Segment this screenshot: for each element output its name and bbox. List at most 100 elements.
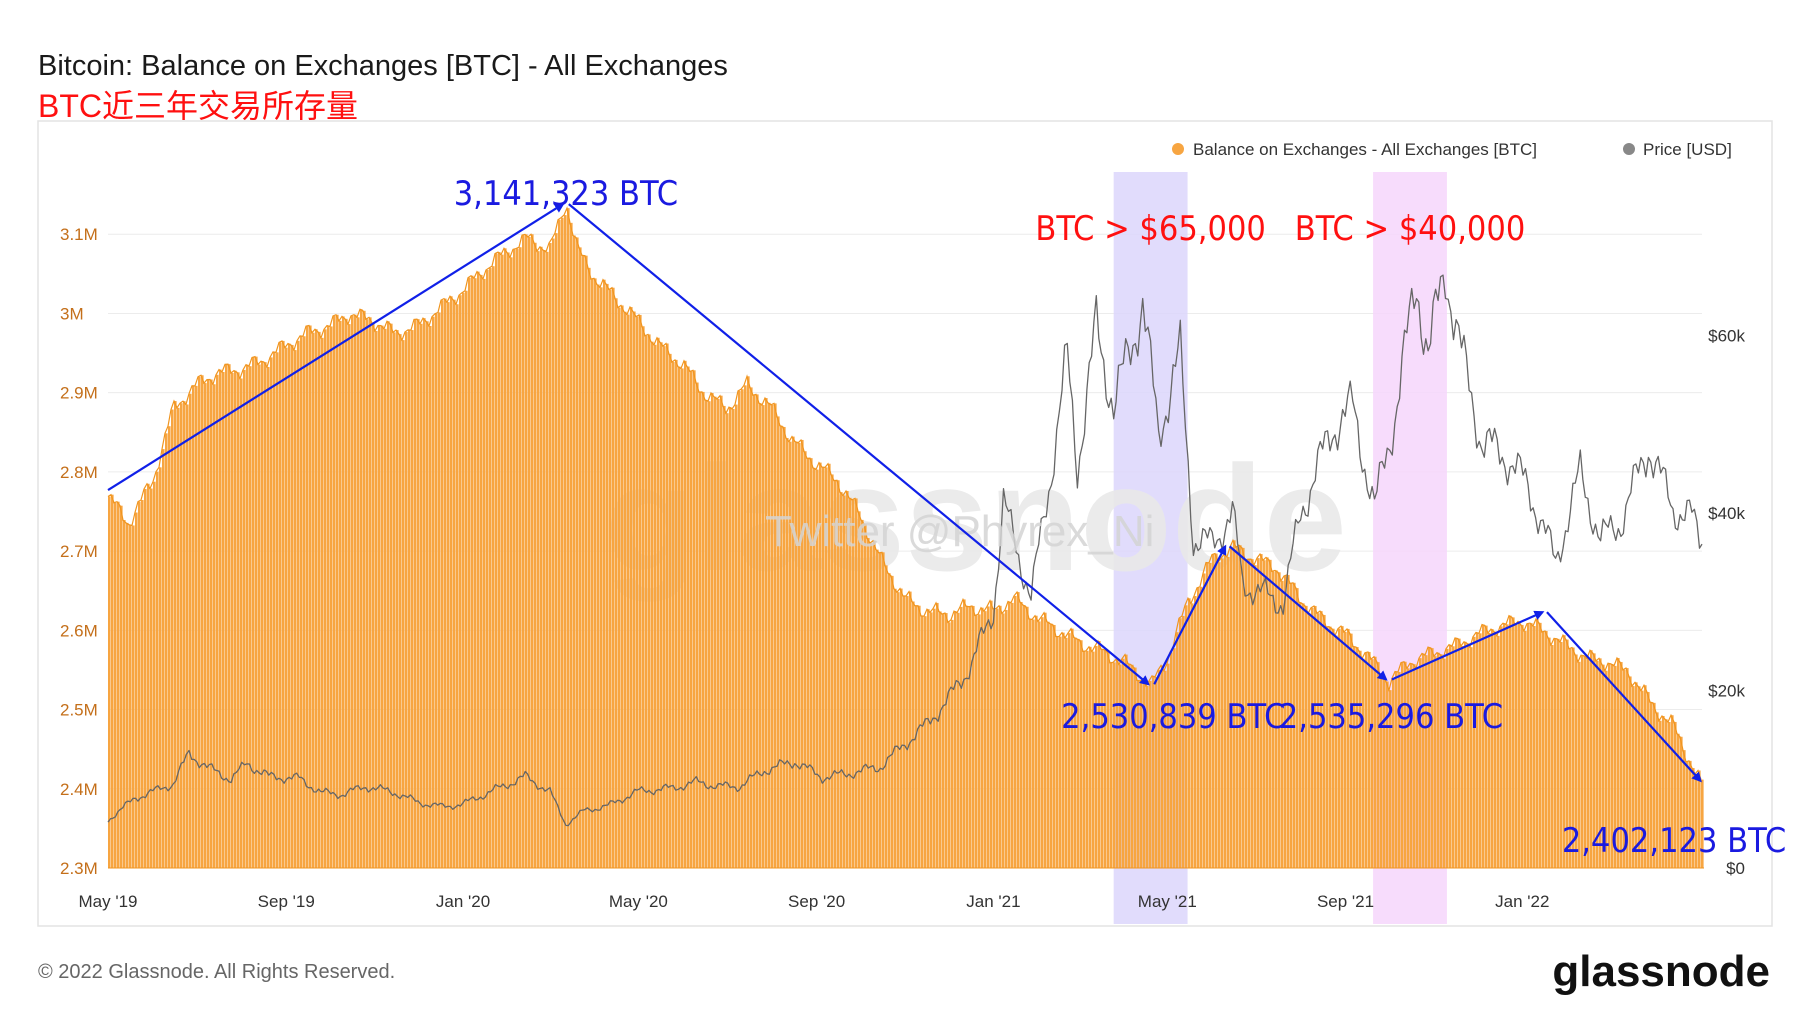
- balance-bar: [237, 372, 240, 868]
- balance-bar: [615, 298, 618, 868]
- balance-bar: [795, 441, 798, 868]
- balance-bar: [807, 458, 810, 868]
- balance-bar: [639, 314, 642, 869]
- balance-bar: [579, 247, 582, 868]
- y-left-tick-label: 2.3M: [60, 859, 98, 878]
- value-annotation: 2,530,839 BTC: [1061, 697, 1285, 737]
- balance-bar: [1212, 554, 1215, 868]
- balance-bar: [1644, 685, 1647, 868]
- balance-bar: [801, 439, 804, 868]
- balance-bar: [438, 312, 441, 869]
- balance-bar: [666, 343, 669, 868]
- balance-bar: [1323, 614, 1326, 868]
- chart-subtitle-cn: BTC近三年交易所存量: [38, 88, 358, 124]
- balance-bar: [1302, 603, 1305, 868]
- balance-bar: [324, 329, 327, 868]
- balance-bar: [1305, 605, 1308, 868]
- highlight-label: BTC > $65,000: [1035, 209, 1266, 249]
- balance-bar: [333, 315, 336, 868]
- balance-bar: [660, 342, 663, 869]
- legend: Balance on Exchanges - All Exchanges [BT…: [1172, 140, 1732, 159]
- balance-bar: [1449, 644, 1452, 868]
- balance-bar: [870, 543, 873, 868]
- balance-bar: [525, 234, 528, 869]
- balance-bar: [1185, 605, 1188, 868]
- balance-bar: [198, 376, 201, 868]
- balance-bar: [603, 279, 606, 868]
- balance-bar: [1365, 652, 1368, 868]
- balance-bar: [678, 366, 681, 868]
- y-left-tick-label: 3.1M: [60, 225, 98, 244]
- balance-bar: [285, 347, 288, 869]
- balance-bar: [372, 322, 375, 868]
- balance-bar: [879, 552, 882, 868]
- balance-bar: [873, 540, 876, 868]
- balance-bar: [669, 353, 672, 868]
- balance-bar: [978, 614, 981, 868]
- balance-bar: [351, 315, 354, 868]
- balance-bar: [1254, 565, 1257, 868]
- balance-bar: [273, 351, 276, 868]
- balance-bar: [510, 257, 513, 868]
- balance-bar: [816, 469, 819, 868]
- balance-bar: [720, 395, 723, 868]
- balance-bar: [1233, 540, 1236, 868]
- balance-bar: [387, 321, 390, 868]
- balance-bar: [1446, 648, 1449, 868]
- balance-bar: [1230, 546, 1233, 868]
- balance-bar: [1101, 649, 1104, 868]
- balance-bar: [501, 254, 504, 869]
- balance-bar: [240, 378, 243, 868]
- y-left-tick-label: 3M: [60, 304, 84, 323]
- balance-bar: [609, 289, 612, 869]
- balance-bar: [1428, 647, 1431, 868]
- balance-bar: [987, 606, 990, 868]
- balance-bar: [390, 323, 393, 869]
- balance-bar: [969, 606, 972, 868]
- balance-bar: [159, 467, 162, 868]
- balance-bar: [1083, 651, 1086, 868]
- balance-bar: [600, 287, 603, 868]
- balance-bar: [1476, 632, 1479, 868]
- balance-bar: [1170, 652, 1173, 868]
- balance-bar: [222, 371, 225, 868]
- balance-bar: [483, 278, 486, 868]
- balance-bar: [378, 325, 381, 868]
- balance-bar: [771, 404, 774, 868]
- balance-bar: [405, 332, 408, 868]
- balance-bar: [1629, 676, 1632, 868]
- balance-bar: [1662, 715, 1665, 868]
- balance-bar: [339, 320, 342, 868]
- balance-bar: [1557, 638, 1560, 868]
- y-left-tick-label: 2.6M: [60, 621, 98, 640]
- balance-bar: [1467, 643, 1470, 868]
- balance-bar: [1602, 664, 1605, 868]
- balance-bar: [468, 277, 471, 868]
- balance-bar: [474, 278, 477, 868]
- balance-bar: [621, 305, 624, 869]
- balance-bar: [1116, 659, 1119, 868]
- balance-bar: [1065, 637, 1068, 868]
- balance-bar: [1119, 664, 1122, 868]
- balance-bar: [558, 219, 561, 869]
- balance-bar: [1482, 624, 1485, 868]
- balance-bar: [228, 364, 231, 868]
- balance-bar: [1530, 623, 1533, 868]
- balance-bar: [462, 292, 465, 868]
- balance-bar: [1485, 625, 1488, 868]
- balance-bar: [132, 525, 135, 868]
- y-left-tick-label: 2.5M: [60, 701, 98, 720]
- balance-bar: [1176, 632, 1179, 868]
- balance-bar: [648, 334, 651, 868]
- balance-bar: [1317, 613, 1320, 868]
- x-tick-label: Sep '21: [1317, 892, 1374, 911]
- balance-bar: [429, 325, 432, 868]
- balance-bar: [738, 390, 741, 868]
- balance-bar: [1461, 645, 1464, 868]
- y-right-tick-label: $40k: [1708, 504, 1745, 523]
- balance-bar: [1332, 628, 1335, 868]
- balance-bar: [735, 404, 738, 868]
- balance-bar: [1404, 661, 1407, 868]
- balance-bar: [1149, 680, 1152, 868]
- balance-bar: [1488, 632, 1491, 868]
